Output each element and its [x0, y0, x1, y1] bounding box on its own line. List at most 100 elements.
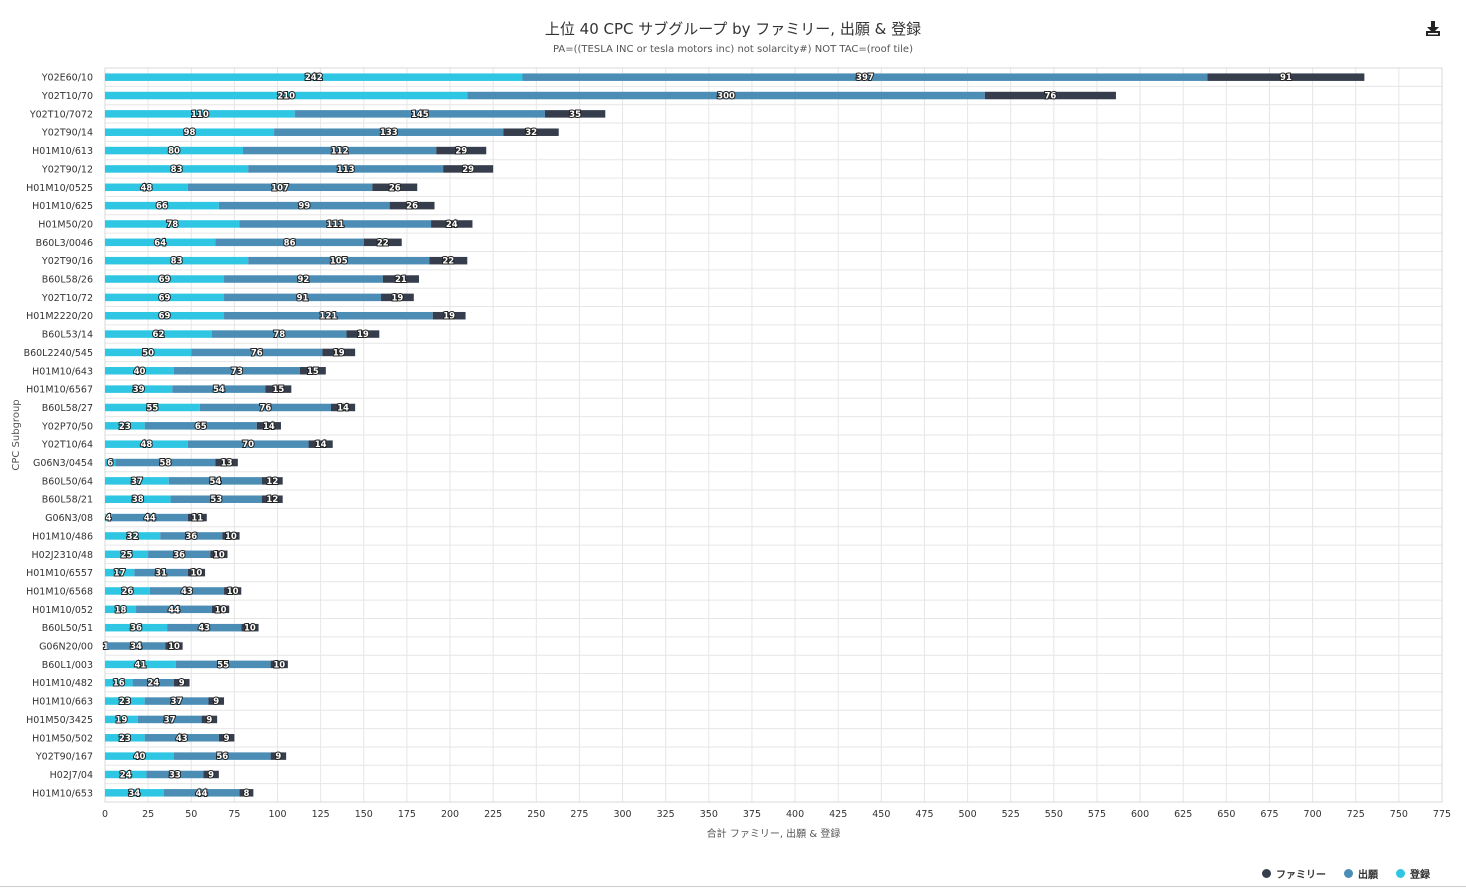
x-tick-label: 50: [185, 809, 197, 820]
y-tick-label: H01M10/653: [32, 788, 93, 799]
data-label: 66: [156, 202, 168, 212]
x-tick-label: 450: [872, 809, 890, 820]
data-label: 110: [191, 110, 209, 120]
x-tick-label: 200: [441, 809, 459, 820]
y-tick-label: B60L53/14: [42, 330, 93, 341]
y-tick-label: Y02T90/16: [41, 256, 93, 267]
y-tick-label: H01M10/486: [32, 531, 93, 542]
data-label: 32: [525, 128, 537, 138]
data-label: 12: [266, 477, 278, 487]
data-label: 24: [120, 770, 132, 780]
data-label: 55: [147, 403, 159, 413]
data-label: 23: [119, 734, 131, 744]
x-tick-label: 175: [398, 809, 416, 820]
x-tick-label: 125: [312, 809, 330, 820]
y-tick-label: B60L50/51: [42, 623, 93, 634]
y-tick-label: G06N3/08: [45, 513, 93, 524]
data-label: 9: [179, 679, 185, 689]
legend-item[interactable]: 出願: [1344, 866, 1378, 881]
data-label: 69: [159, 312, 171, 322]
y-tick-label: Y02T10/7072: [29, 109, 93, 120]
data-label: 10: [244, 624, 256, 634]
y-tick-label: H01M10/6567: [26, 385, 93, 396]
y-tick-label: Y02E60/10: [41, 73, 93, 84]
data-label: 10: [215, 605, 227, 615]
x-tick-label: 425: [829, 809, 847, 820]
y-tick-label: H01M50/502: [32, 733, 93, 744]
data-label: 62: [153, 330, 165, 340]
data-label: 64: [154, 238, 166, 248]
legend-label: 出願: [1358, 866, 1378, 881]
data-label: 44: [168, 605, 180, 615]
data-label: 105: [330, 257, 348, 267]
x-tick-label: 625: [1174, 809, 1192, 820]
data-label: 76: [251, 348, 263, 358]
data-label: 69: [159, 293, 171, 303]
y-tick-label: H01M10/6568: [26, 586, 93, 597]
x-tick-label: 250: [527, 809, 545, 820]
data-label: 397: [856, 73, 874, 83]
x-tick-label: 500: [959, 809, 977, 820]
data-label: 15: [307, 367, 319, 377]
data-label: 9: [275, 752, 281, 762]
y-tick-label: H01M50/20: [38, 219, 93, 230]
x-tick-label: 550: [1045, 809, 1063, 820]
data-label: 4: [105, 514, 111, 524]
y-tick-label: Y02T90/12: [41, 164, 93, 175]
data-label: 54: [213, 385, 225, 395]
y-tick-label: Y02P70/50: [41, 421, 93, 432]
data-label: 43: [198, 624, 210, 634]
x-tick-label: 475: [915, 809, 933, 820]
data-label: 48: [140, 440, 152, 450]
data-label: 44: [196, 789, 208, 799]
data-label: 78: [273, 330, 285, 340]
data-label: 113: [337, 165, 355, 175]
data-label: 112: [331, 147, 349, 157]
data-label: 55: [217, 660, 229, 670]
x-tick-label: 575: [1088, 809, 1106, 820]
data-label: 9: [224, 734, 230, 744]
y-tick-label: Y02T90/167: [35, 752, 93, 763]
data-label: 10: [213, 550, 225, 560]
y-tick-label: B60L50/64: [42, 476, 93, 487]
data-label: 9: [208, 770, 214, 780]
data-label: 19: [443, 312, 455, 322]
data-label: 48: [140, 183, 152, 193]
data-label: 10: [227, 587, 239, 597]
y-tick-label: B60L1/003: [42, 660, 93, 671]
data-label: 33: [169, 770, 181, 780]
data-label: 54: [209, 477, 221, 487]
legend-item[interactable]: ファミリー: [1262, 866, 1326, 881]
data-label: 53: [210, 495, 222, 505]
data-label: 19: [333, 348, 345, 358]
legend-item[interactable]: 登録: [1396, 866, 1430, 881]
data-label: 133: [380, 128, 398, 138]
data-label: 34: [130, 642, 142, 652]
data-label: 24: [147, 679, 159, 689]
x-tick-label: 25: [142, 809, 154, 820]
data-label: 98: [184, 128, 196, 138]
data-label: 80: [168, 147, 180, 157]
data-label: 23: [119, 422, 131, 432]
y-tick-label: H01M10/625: [32, 201, 93, 212]
data-label: 83: [171, 257, 183, 267]
legend-marker: [1396, 869, 1405, 878]
y-tick-label: B60L58/21: [42, 495, 93, 506]
data-label: 58: [159, 459, 171, 469]
data-label: 210: [277, 92, 295, 102]
data-label: 29: [455, 147, 467, 157]
data-label: 38: [132, 495, 144, 505]
data-label: 18: [115, 605, 127, 615]
data-label: 37: [164, 715, 176, 725]
data-label: 10: [191, 569, 203, 579]
x-tick-label: 775: [1433, 809, 1451, 820]
divider: [0, 886, 1466, 887]
data-label: 37: [171, 697, 183, 707]
y-tick-label: H01M10/6557: [26, 568, 93, 579]
y-tick-label: H01M10/663: [32, 697, 93, 708]
data-label: 43: [176, 734, 188, 744]
data-label: 73: [231, 367, 243, 377]
data-label: 24: [446, 220, 458, 230]
data-label: 91: [297, 293, 309, 303]
y-tick-label: Y02T90/14: [41, 128, 93, 139]
